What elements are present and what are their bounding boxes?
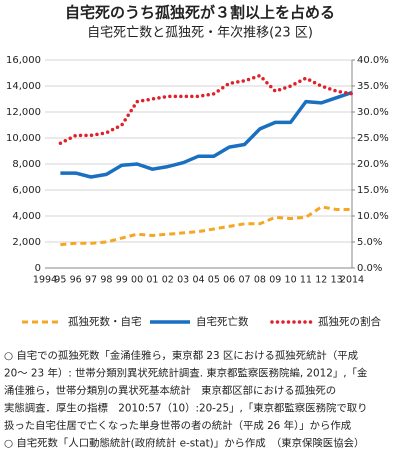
x-tick-label: 97 [85, 275, 97, 286]
note-line: 実態調査．厚生の指標 2010:57（10）:20-25」,「東京都監察医務院で… [4, 402, 368, 415]
x-tick-label: 96 [70, 275, 82, 286]
y2-tick-label: 5.0% [357, 237, 382, 248]
legend-label: 孤独死数・自宅 [68, 315, 142, 328]
series-line [60, 90, 353, 179]
x-tick-label: 09 [269, 275, 281, 286]
x-tick-label: 00 [131, 275, 143, 286]
x-tick-label: 95 [54, 275, 66, 286]
x-tick-label: 12 [315, 275, 327, 286]
y2-tick-label: 20.0% [357, 159, 389, 170]
y-tick-label: 2,000 [12, 237, 41, 248]
x-tick-label: 1994 [33, 275, 57, 286]
x-tick-label: 06 [223, 275, 235, 286]
x-tick-label: 03 [177, 275, 189, 286]
x-tick-label: 05 [208, 275, 220, 286]
y2-tick-label: 40.0% [357, 55, 389, 66]
x-tick-label: 01 [146, 275, 158, 286]
x-tick-label: 99 [116, 275, 128, 286]
note-line: 扱った自宅住居で亡くなった単身世帯の者の統計（平成 26 年）」から作成 [4, 419, 351, 432]
x-tick-label: 02 [162, 275, 174, 286]
y-tick-label: 8,000 [12, 159, 41, 170]
series-line [58, 73, 354, 145]
series-line [60, 205, 352, 247]
note-line: ○ 自宅死数「人口動態統計(政府統計 e-stat)」から作成 （東京保険医協会… [4, 437, 364, 450]
y2-tick-label: 0.0% [357, 263, 382, 274]
y-tick-label: 16,000 [6, 55, 41, 66]
y2-tick-label: 10.0% [357, 211, 389, 222]
chart-subtitle: 自宅死亡数と孤独死・年次推移(23 区) [87, 25, 313, 41]
y2-tick-label: 15.0% [357, 185, 389, 196]
x-tick-label: 2014 [340, 275, 364, 286]
y-tick-label: 14,000 [6, 81, 41, 92]
x-tick-label: 10 [285, 275, 297, 286]
y2-tick-label: 35.0% [357, 81, 389, 92]
y2-tick-label: 25.0% [357, 133, 389, 144]
x-tick-label: 98 [100, 275, 112, 286]
y-tick-label: 12,000 [6, 107, 41, 118]
legend-label: 自宅死亡数 [196, 315, 249, 328]
x-tick-label: 13 [331, 275, 343, 286]
y2-tick-label: 30.0% [357, 107, 389, 118]
x-tick-label: 07 [239, 275, 251, 286]
note-line: 涌佳雅ら，世帯分類別の異状死基本統計 東京都区部における孤独死の [4, 384, 336, 397]
legend-label: 孤独死の割合 [318, 315, 381, 328]
y-tick-label: 6,000 [12, 185, 41, 196]
y-tick-label: 10,000 [6, 133, 41, 144]
chart-title: 自宅死のうち孤独死が３割以上を占める [65, 4, 335, 22]
note-line: 20～ 23 年）: 世帯分類別異状死統計調査. 東京都監察医務院編, 2012… [4, 367, 368, 380]
x-tick-label: 08 [254, 275, 266, 286]
x-tick-label: 11 [300, 275, 312, 286]
y-tick-label: 0 [35, 263, 41, 274]
x-tick-label: 04 [192, 275, 204, 286]
note-line: ○ 自宅での孤独死数「金涌佳雅ら，東京都 23 区における孤独死統計（平成 [4, 349, 358, 362]
y-tick-label: 4,000 [12, 211, 41, 222]
